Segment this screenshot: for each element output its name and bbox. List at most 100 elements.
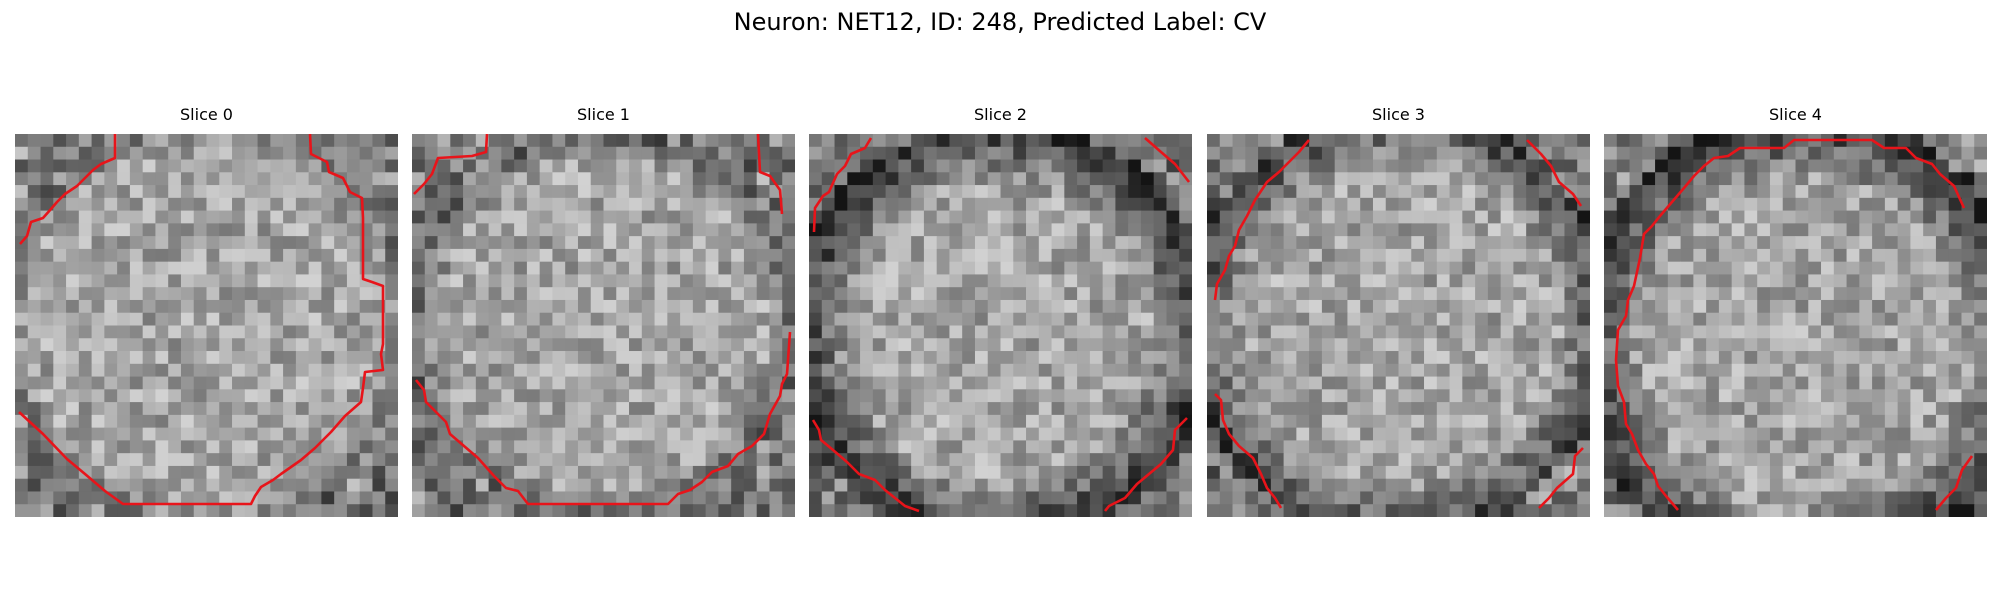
pixel-cell <box>680 236 694 250</box>
pixel-cell <box>1166 414 1180 429</box>
pixel-cell <box>1462 210 1476 224</box>
pixel-cell <box>756 478 770 492</box>
pixel-cell <box>1680 223 1694 237</box>
pixel-cell <box>1026 363 1040 377</box>
pixel-cell <box>78 134 92 148</box>
pixel-cell <box>1782 414 1796 429</box>
pixel-cell <box>1153 351 1167 365</box>
pixel-cell <box>270 274 284 288</box>
pixel-cell <box>142 223 156 237</box>
pixel-cell <box>129 172 144 186</box>
pixel-cell <box>283 453 297 467</box>
pixel-cell <box>641 274 655 288</box>
pixel-cell <box>321 376 335 390</box>
pixel-cell <box>629 465 643 480</box>
pixel-cell <box>1000 402 1014 416</box>
pixel-cell <box>616 299 630 314</box>
pixel-cell <box>1179 389 1192 403</box>
pixel-cell <box>1179 440 1192 454</box>
pixel-cell <box>1462 440 1476 454</box>
pixel-cell <box>1115 312 1129 326</box>
pixel-cell <box>962 287 976 301</box>
pixel-cell <box>565 440 579 454</box>
pixel-cell <box>1077 389 1091 403</box>
pixel-cell <box>308 185 322 199</box>
pixel-cell <box>1436 351 1450 365</box>
pixel-cell <box>1910 223 1924 237</box>
pixel-cell <box>1385 210 1399 224</box>
pixel-cell <box>1782 465 1796 480</box>
pixel-cell <box>1321 134 1336 148</box>
pixel-cell <box>1935 427 1950 441</box>
pixel-cell <box>1961 210 1975 224</box>
pixel-cell <box>334 491 348 505</box>
pixel-cell <box>1782 402 1796 416</box>
pixel-cell <box>834 453 848 467</box>
pixel-cell <box>1718 197 1733 211</box>
pixel-cell <box>1872 146 1886 160</box>
pixel-cell <box>142 465 156 480</box>
pixel-cell <box>1283 185 1297 199</box>
pixel-cell <box>1731 134 1745 148</box>
pixel-cell <box>1897 376 1911 390</box>
pixel-cell <box>219 402 233 416</box>
pixel-cell <box>1334 185 1348 199</box>
pixel-cell <box>1513 389 1527 403</box>
pixel-cell <box>78 402 92 416</box>
pixel-cell <box>1910 478 1924 492</box>
pixel-cell <box>334 453 348 467</box>
pixel-cell <box>705 223 719 237</box>
pixel-cell <box>885 312 899 326</box>
pixel-cell <box>168 376 182 390</box>
pixel-cell <box>923 261 938 275</box>
pixel-cell <box>641 287 655 301</box>
pixel-cell <box>847 504 861 517</box>
pixel-cell <box>180 465 195 480</box>
pixel-cell <box>936 287 950 301</box>
pixel-cell <box>1564 159 1578 173</box>
pixel-cell <box>756 261 770 275</box>
pixel-cell <box>1667 210 1681 224</box>
pixel-cell <box>1475 134 1489 148</box>
pixel-cell <box>860 389 874 403</box>
pixel-cell <box>1128 236 1142 250</box>
pixel-cell <box>1693 261 1707 275</box>
pixel-cell <box>232 363 246 377</box>
pixel-cell <box>1859 261 1873 275</box>
pixel-cell <box>321 146 335 160</box>
pixel-cell <box>680 325 694 339</box>
pixel-cell <box>1245 338 1259 352</box>
pixel-cell <box>1769 389 1784 403</box>
pixel-cell <box>1013 363 1027 377</box>
pixel-cell <box>15 504 29 517</box>
pixel-cell <box>372 491 386 505</box>
pixel-cell <box>1795 325 1809 339</box>
pixel-cell <box>412 134 426 148</box>
pixel-cell <box>1872 402 1886 416</box>
pixel-cell <box>1475 351 1489 365</box>
pixel-cell <box>475 261 489 275</box>
pixel-cell <box>1821 427 1835 441</box>
pixel-cell <box>1718 465 1733 480</box>
pixel-cell <box>949 402 963 416</box>
pixel-cell <box>180 248 195 263</box>
pixel-cell <box>488 351 502 365</box>
pixel-cell <box>1500 427 1514 441</box>
pixel-cell <box>117 274 131 288</box>
pixel-cell <box>1833 274 1847 288</box>
pixel-cell <box>501 261 515 275</box>
pixel-cell <box>603 440 617 454</box>
pixel-cell <box>705 299 719 314</box>
pixel-cell <box>270 223 284 237</box>
pixel-cell <box>885 159 899 173</box>
pixel-cell <box>1859 491 1873 505</box>
pixel-cell <box>1513 146 1527 160</box>
pixel-cell <box>1038 414 1052 429</box>
pixel-cell <box>1115 248 1129 263</box>
pixel-cell <box>1360 376 1374 390</box>
pixel-cell <box>923 299 938 314</box>
pixel-cell <box>1846 453 1860 467</box>
pixel-cell <box>974 453 989 467</box>
pixel-cell <box>257 389 271 403</box>
pixel-cell <box>1296 338 1310 352</box>
